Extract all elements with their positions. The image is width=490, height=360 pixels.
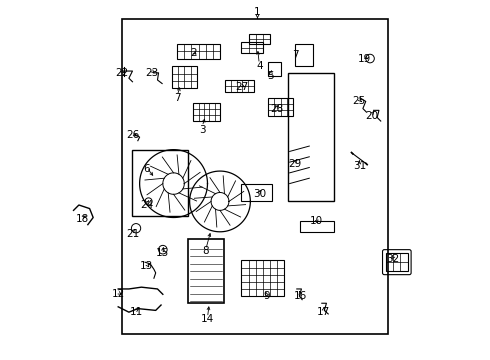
Text: 29: 29 [289, 159, 302, 169]
Bar [242, 42, 263, 53]
Text: 25: 25 [353, 96, 366, 107]
Text: 23: 23 [146, 68, 159, 78]
Text: 13: 13 [140, 261, 153, 271]
Text: 20: 20 [365, 111, 378, 121]
Text: 14: 14 [201, 314, 214, 324]
Bar [300, 221, 334, 232]
Text: 12: 12 [112, 289, 125, 299]
Text: 31: 31 [353, 161, 366, 171]
Bar [268, 62, 281, 76]
Bar [386, 253, 408, 271]
Bar [288, 73, 334, 202]
Text: 1: 1 [254, 7, 261, 17]
Text: 4: 4 [256, 61, 263, 71]
Text: 11: 11 [129, 307, 143, 317]
Text: 24: 24 [140, 200, 153, 210]
Text: 22: 22 [115, 68, 128, 78]
Text: 27: 27 [235, 82, 248, 92]
Text: 7: 7 [292, 50, 298, 60]
Bar [172, 66, 197, 88]
Bar [188, 239, 223, 303]
Text: 9: 9 [263, 291, 270, 301]
Text: 30: 30 [253, 189, 266, 199]
Text: 32: 32 [387, 253, 400, 264]
Bar [242, 260, 284, 296]
Bar [122, 19, 388, 334]
Text: 18: 18 [76, 214, 89, 224]
Bar [242, 184, 272, 202]
Bar [193, 103, 220, 121]
Text: 10: 10 [310, 216, 323, 226]
Bar [225, 80, 254, 93]
Text: 15: 15 [156, 248, 170, 258]
Text: 26: 26 [126, 130, 139, 140]
Text: 28: 28 [270, 104, 284, 113]
Bar [268, 98, 293, 116]
Bar [132, 150, 188, 216]
Text: 2: 2 [190, 48, 196, 58]
Text: 8: 8 [202, 247, 209, 256]
Text: 7: 7 [174, 93, 180, 103]
Text: 16: 16 [294, 291, 307, 301]
Bar [177, 44, 220, 59]
Text: 5: 5 [268, 71, 274, 81]
Text: 21: 21 [126, 229, 139, 239]
Bar [295, 44, 313, 66]
Text: 3: 3 [199, 125, 205, 135]
Bar [248, 33, 270, 44]
Text: 17: 17 [317, 307, 330, 317]
Text: 6: 6 [144, 164, 150, 174]
Text: 19: 19 [358, 54, 371, 64]
